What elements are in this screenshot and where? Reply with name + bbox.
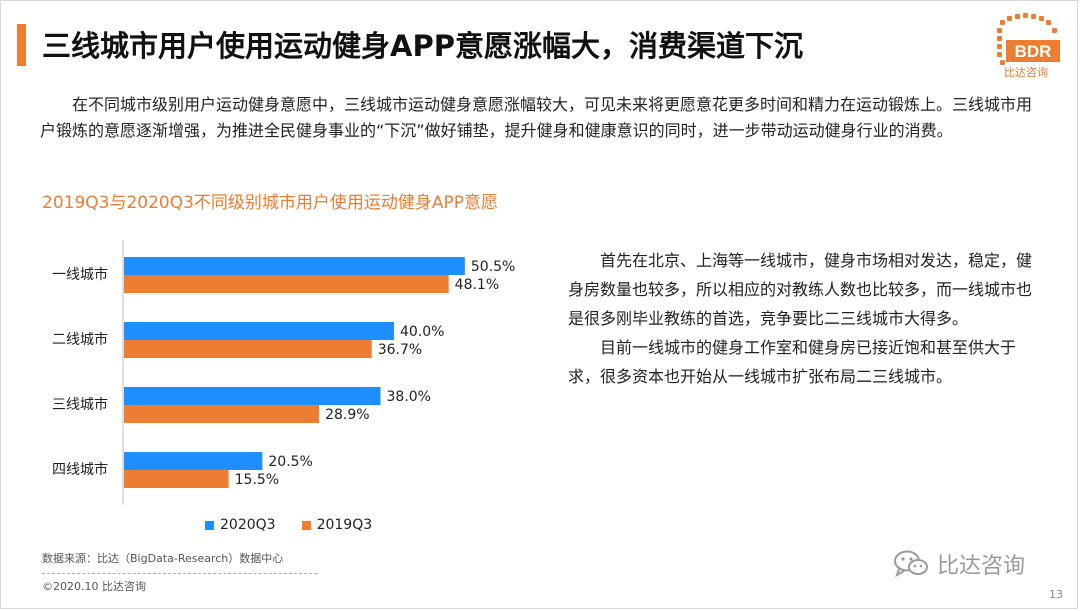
page-number: 13 <box>1049 588 1063 601</box>
data-label: 28.9% <box>325 407 369 423</box>
bar-2019q3-1 <box>124 340 372 358</box>
chart-legend: 2020Q3 2019Q3 <box>205 517 372 533</box>
bar-chart: 一线城市 50.5% 48.1% 二线城市 40.0% 36.7% 三线城市 38.0% 28.… <box>52 240 515 505</box>
logo-subtitle: 比达咨询 <box>1004 66 1048 79</box>
bar-2020q3-0 <box>124 257 465 275</box>
category-label: 一线城市 <box>52 266 108 283</box>
data-label: 40.0% <box>400 324 444 340</box>
data-label: 20.5% <box>268 454 312 470</box>
data-source: 数据来源：比达（BigData-Research）数据中心 <box>42 552 284 565</box>
data-label: 48.1% <box>455 277 499 293</box>
data-label: 38.0% <box>387 389 431 405</box>
analysis-paragraph-1: 首先在北京、上海等一线城市，健身市场相对发达，稳定，健身房数量也较多，所以相应的… <box>568 251 1033 328</box>
bar-2019q3-0 <box>124 275 449 293</box>
legend-item-2020q3: 2020Q3 <box>205 517 276 533</box>
intro-paragraph: 在不同城市级别用户运动健身意愿中，三线城市运动健身意愿涨幅较大，可见未来将更愿意… <box>40 95 1033 140</box>
data-label: 50.5% <box>471 259 515 275</box>
logo-text: BDR <box>1015 42 1052 61</box>
chart-title: 2019Q3与2020Q3不同级别城市用户使用运动健身APP意愿 <box>42 193 499 213</box>
category-label: 四线城市 <box>52 461 108 478</box>
title-accent-bar <box>17 24 26 66</box>
legend-label-2019q3: 2019Q3 <box>316 517 373 533</box>
category-label: 三线城市 <box>52 396 108 413</box>
analysis-text: 首先在北京、上海等一线城市，健身市场相对发达，稳定，健身房数量也较多，所以相应的… <box>568 246 1038 391</box>
bar-2020q3-1 <box>124 322 394 340</box>
legend-item-2019q3: 2019Q3 <box>301 517 373 533</box>
bar-2019q3-2 <box>124 405 320 423</box>
legend-swatch-blue <box>205 520 214 530</box>
legend-label-2020q3: 2020Q3 <box>220 517 276 533</box>
wechat-account-name: 比达咨询 <box>937 554 1026 579</box>
page-title: 三线城市用户使用运动健身APP意愿涨幅大，消费渠道下沉 <box>42 29 803 63</box>
copyright: ©2020.10 比达咨询 <box>42 580 146 593</box>
bdr-logo-icon: BDR <box>997 13 1060 65</box>
bar-2019q3-3 <box>124 470 229 488</box>
analysis-paragraph-2: 目前一线城市的健身工作室和健身房已接近饱和甚至供大于求，很多资本也开始从一线城市… <box>568 338 1017 386</box>
data-label: 36.7% <box>378 342 422 358</box>
wechat-icon <box>894 550 928 578</box>
legend-swatch-orange <box>301 520 311 530</box>
data-label: 15.5% <box>235 472 279 488</box>
bar-2020q3-3 <box>124 452 263 470</box>
bar-2020q3-2 <box>124 387 381 405</box>
wechat-watermark: 比达咨询 <box>893 548 1025 580</box>
category-label: 二线城市 <box>52 331 108 348</box>
footer-divider <box>42 573 317 574</box>
